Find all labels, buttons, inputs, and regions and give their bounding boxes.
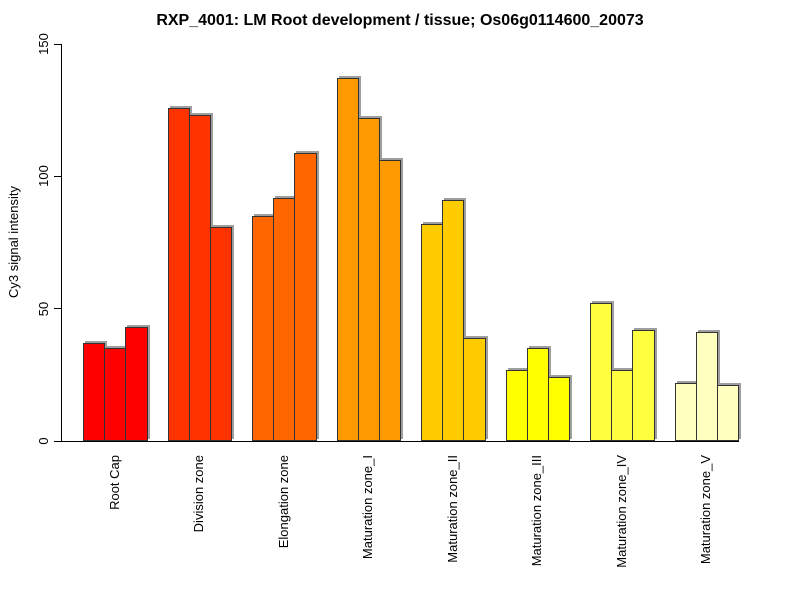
bar <box>463 337 486 441</box>
x-axis-label: Elongation zone <box>275 455 291 549</box>
bar <box>442 200 465 441</box>
bar <box>83 343 106 441</box>
bar <box>632 329 655 441</box>
bar <box>611 369 634 441</box>
x-axis-label: Division zone <box>191 455 207 533</box>
bar <box>695 332 718 441</box>
x-axis-label: Maturation zone_III <box>529 455 545 567</box>
bar <box>336 78 359 441</box>
y-tick-label: 50 <box>36 301 51 316</box>
y-tick-label: 150 <box>36 33 51 55</box>
bar <box>125 327 148 441</box>
bar <box>505 369 528 441</box>
bar <box>273 197 296 441</box>
x-axis-label: Maturation zone_IV <box>613 455 629 568</box>
bar <box>378 160 401 441</box>
chart-title: RXP_4001: LM Root development / tissue; … <box>156 12 644 29</box>
bar <box>674 382 697 441</box>
x-axis-label: Maturation zone_V <box>698 455 714 565</box>
bar <box>252 216 275 441</box>
y-tick <box>54 175 61 177</box>
bar <box>104 348 127 441</box>
y-tick <box>54 43 61 45</box>
x-axis-label: Root Cap <box>106 455 122 510</box>
y-tick <box>54 440 61 442</box>
x-axis-label: Maturation zone_I <box>360 455 376 560</box>
x-axis-label: Maturation zone_II <box>444 455 460 563</box>
y-axis-line <box>61 44 62 442</box>
x-axis-line <box>61 441 739 442</box>
y-tick <box>54 308 61 310</box>
bar <box>294 152 317 441</box>
y-tick-label: 100 <box>36 165 51 188</box>
bar <box>357 118 380 441</box>
bar <box>188 115 211 441</box>
bar <box>547 377 570 441</box>
bar <box>209 226 232 441</box>
bar <box>526 348 549 441</box>
bar <box>167 107 190 441</box>
bar <box>590 303 613 441</box>
bar <box>716 385 739 441</box>
bar <box>421 223 444 441</box>
y-tick-label: 0 <box>36 437 51 445</box>
